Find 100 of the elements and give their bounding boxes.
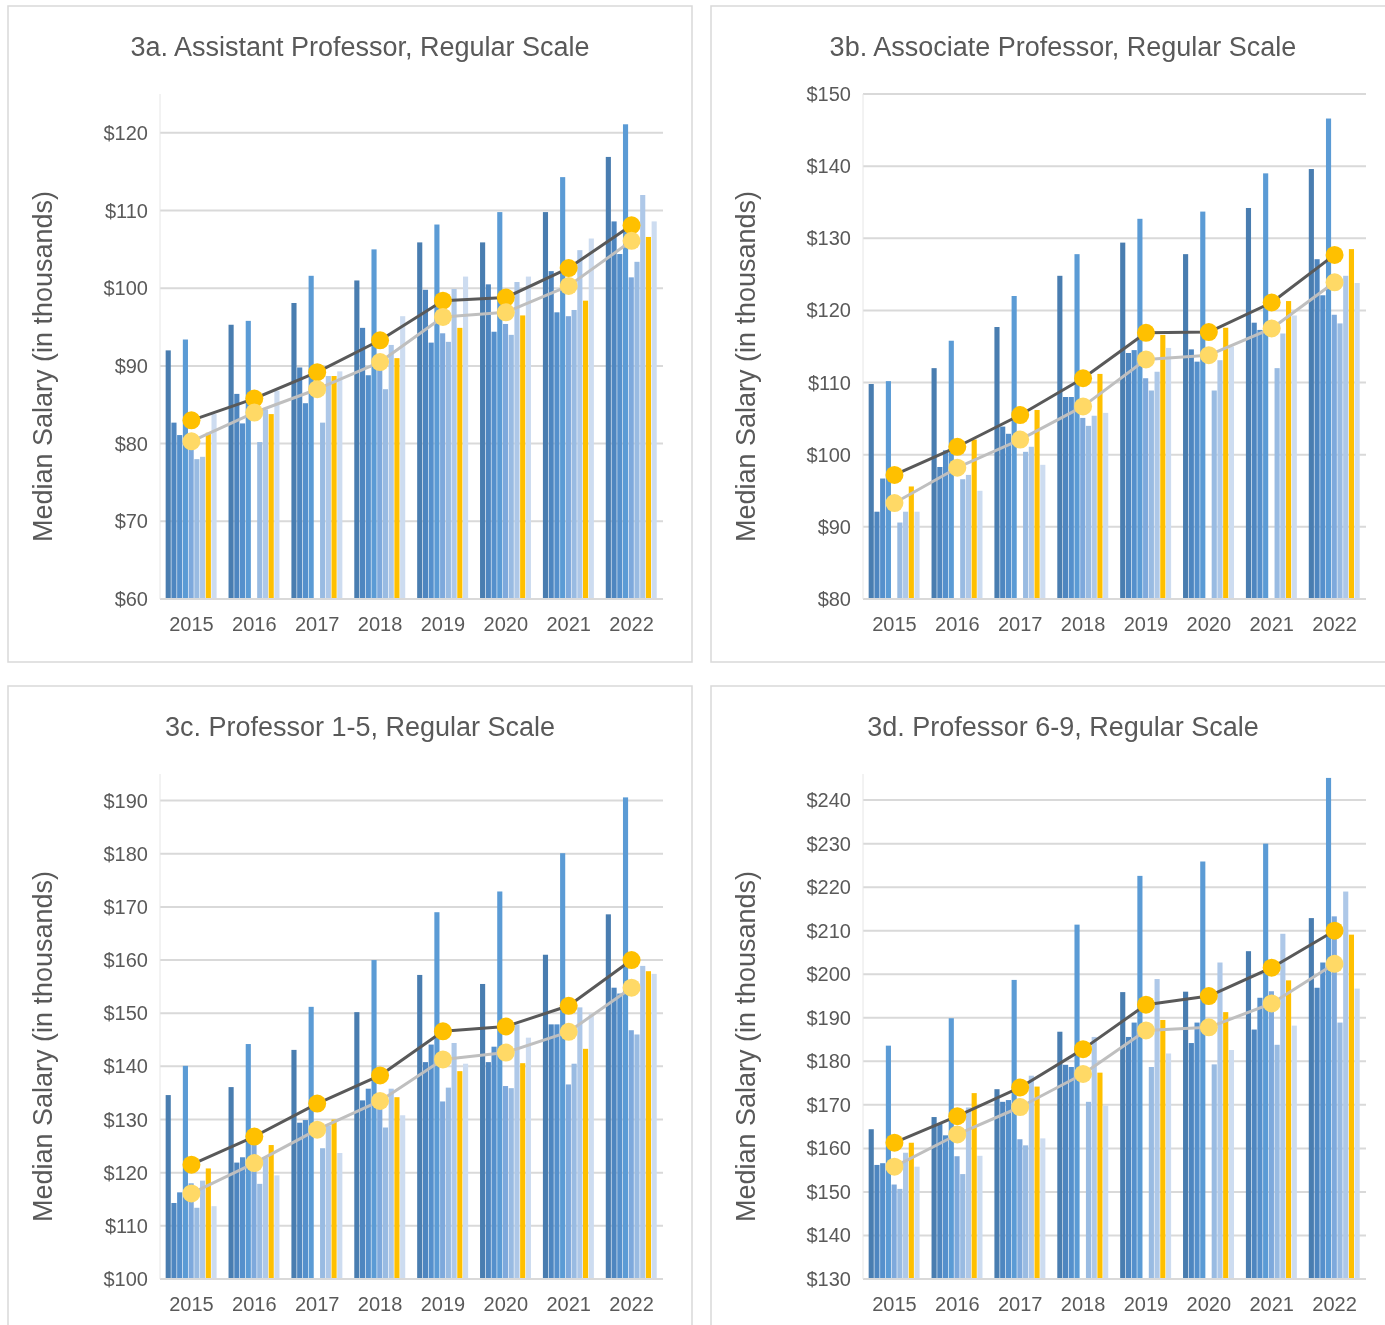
y-tick-label: $130	[806, 227, 851, 250]
y-tick-label: $190	[806, 1006, 851, 1029]
y-tick-label: $110	[807, 371, 851, 394]
point	[948, 1125, 967, 1144]
point	[622, 978, 641, 997]
x-tick-label: 2016	[935, 613, 980, 635]
y-tick-label: $100	[103, 1268, 148, 1290]
x-tick-label: 2020	[483, 613, 529, 635]
y-tick-label: $120	[103, 121, 148, 144]
point	[1325, 273, 1344, 292]
x-tick-label: 2015	[872, 1293, 917, 1315]
y-tick-label: $180	[806, 1050, 851, 1073]
y-tick-label: $110	[104, 1214, 148, 1237]
x-tick-label: 2016	[935, 1293, 980, 1315]
point	[1011, 430, 1030, 449]
point	[433, 291, 452, 310]
chart-title: 3c. Professor 1-5, Regular Scale	[164, 712, 556, 742]
y-tick-label: $130	[103, 1108, 148, 1131]
point	[433, 307, 452, 326]
x-tick-label: 2022	[1312, 613, 1357, 635]
y-tick-label: $240	[806, 789, 851, 812]
point	[433, 1022, 452, 1041]
y-tick-label: $130	[806, 1268, 851, 1290]
x-tick-label: 2019	[420, 613, 466, 635]
x-tick-label: 2018	[1060, 1293, 1106, 1315]
y-axis-title: Median Salary (in thousands)	[28, 870, 58, 1223]
y-tick-label: $160	[103, 949, 148, 972]
point	[1199, 1018, 1218, 1037]
point	[1074, 369, 1093, 388]
point	[948, 1107, 967, 1126]
x-tick-label: 2018	[357, 613, 403, 635]
point	[182, 432, 201, 451]
x-tick-label: 2020	[483, 1293, 529, 1315]
point	[1136, 1021, 1155, 1040]
point	[182, 1155, 201, 1174]
y-tick-label: $90	[817, 515, 851, 538]
y-tick-label: $140	[806, 1224, 851, 1247]
x-tick-label: 2017	[997, 1293, 1043, 1315]
point	[559, 276, 578, 295]
y-tick-label: $140	[806, 155, 851, 178]
x-tick-label: 2017	[294, 613, 340, 635]
point	[1136, 350, 1155, 369]
point	[496, 1043, 515, 1062]
point	[1262, 958, 1281, 977]
point	[1011, 406, 1030, 425]
x-tick-label: 2021	[546, 613, 591, 635]
x-tick-label: 2015	[169, 1293, 214, 1315]
point	[496, 303, 515, 322]
point	[371, 331, 390, 350]
y-tick-label: $120	[103, 1161, 148, 1184]
point	[948, 437, 967, 456]
y-axis-title: Median Salary (in thousands)	[731, 190, 761, 543]
point	[1262, 293, 1281, 312]
x-tick-label: 2021	[546, 1293, 591, 1315]
point	[885, 494, 904, 513]
point	[1262, 319, 1281, 338]
point	[1136, 995, 1155, 1014]
x-tick-label: 2016	[232, 1293, 277, 1315]
point	[885, 1133, 904, 1152]
point	[496, 1017, 515, 1036]
point	[622, 231, 641, 250]
point	[1074, 1040, 1093, 1059]
y-tick-label: $80	[114, 432, 148, 455]
chart-title: 3a. Assistant Professor, Regular Scale	[130, 32, 590, 62]
point	[245, 1127, 264, 1146]
x-tick-label: 2016	[232, 613, 277, 635]
point	[885, 1157, 904, 1176]
point	[371, 1066, 390, 1085]
point	[1074, 1064, 1093, 1083]
y-tick-label: $150	[103, 1002, 148, 1025]
point	[1199, 323, 1218, 342]
y-tick-label: $60	[114, 588, 148, 610]
point	[885, 465, 904, 484]
y-tick-label: $180	[103, 842, 148, 865]
point	[1136, 323, 1155, 342]
point	[1011, 1098, 1030, 1117]
x-tick-label: 2022	[609, 613, 654, 635]
point	[308, 363, 327, 382]
x-tick-label: 2021	[1249, 613, 1294, 635]
point	[1325, 954, 1344, 973]
point	[1199, 346, 1218, 365]
point	[1199, 987, 1218, 1006]
chart-title: 3d. Professor 6-9, Regular Scale	[867, 712, 1259, 742]
y-tick-label: $100	[103, 277, 148, 300]
y-tick-label: $220	[806, 876, 851, 899]
y-tick-label: $120	[806, 299, 851, 322]
point	[1074, 397, 1093, 416]
y-tick-label: $160	[806, 1137, 851, 1160]
x-tick-label: 2018	[357, 1293, 403, 1315]
y-tick-label: $200	[806, 963, 851, 986]
y-axis-title: Median Salary (in thousands)	[731, 870, 761, 1223]
point	[308, 380, 327, 399]
point	[559, 996, 578, 1015]
x-tick-label: 2021	[1249, 1293, 1294, 1315]
x-tick-label: 2022	[609, 1293, 654, 1315]
y-tick-label: $140	[103, 1055, 148, 1078]
point	[308, 1094, 327, 1113]
point	[559, 1022, 578, 1041]
point	[559, 259, 578, 278]
point	[1325, 245, 1344, 264]
